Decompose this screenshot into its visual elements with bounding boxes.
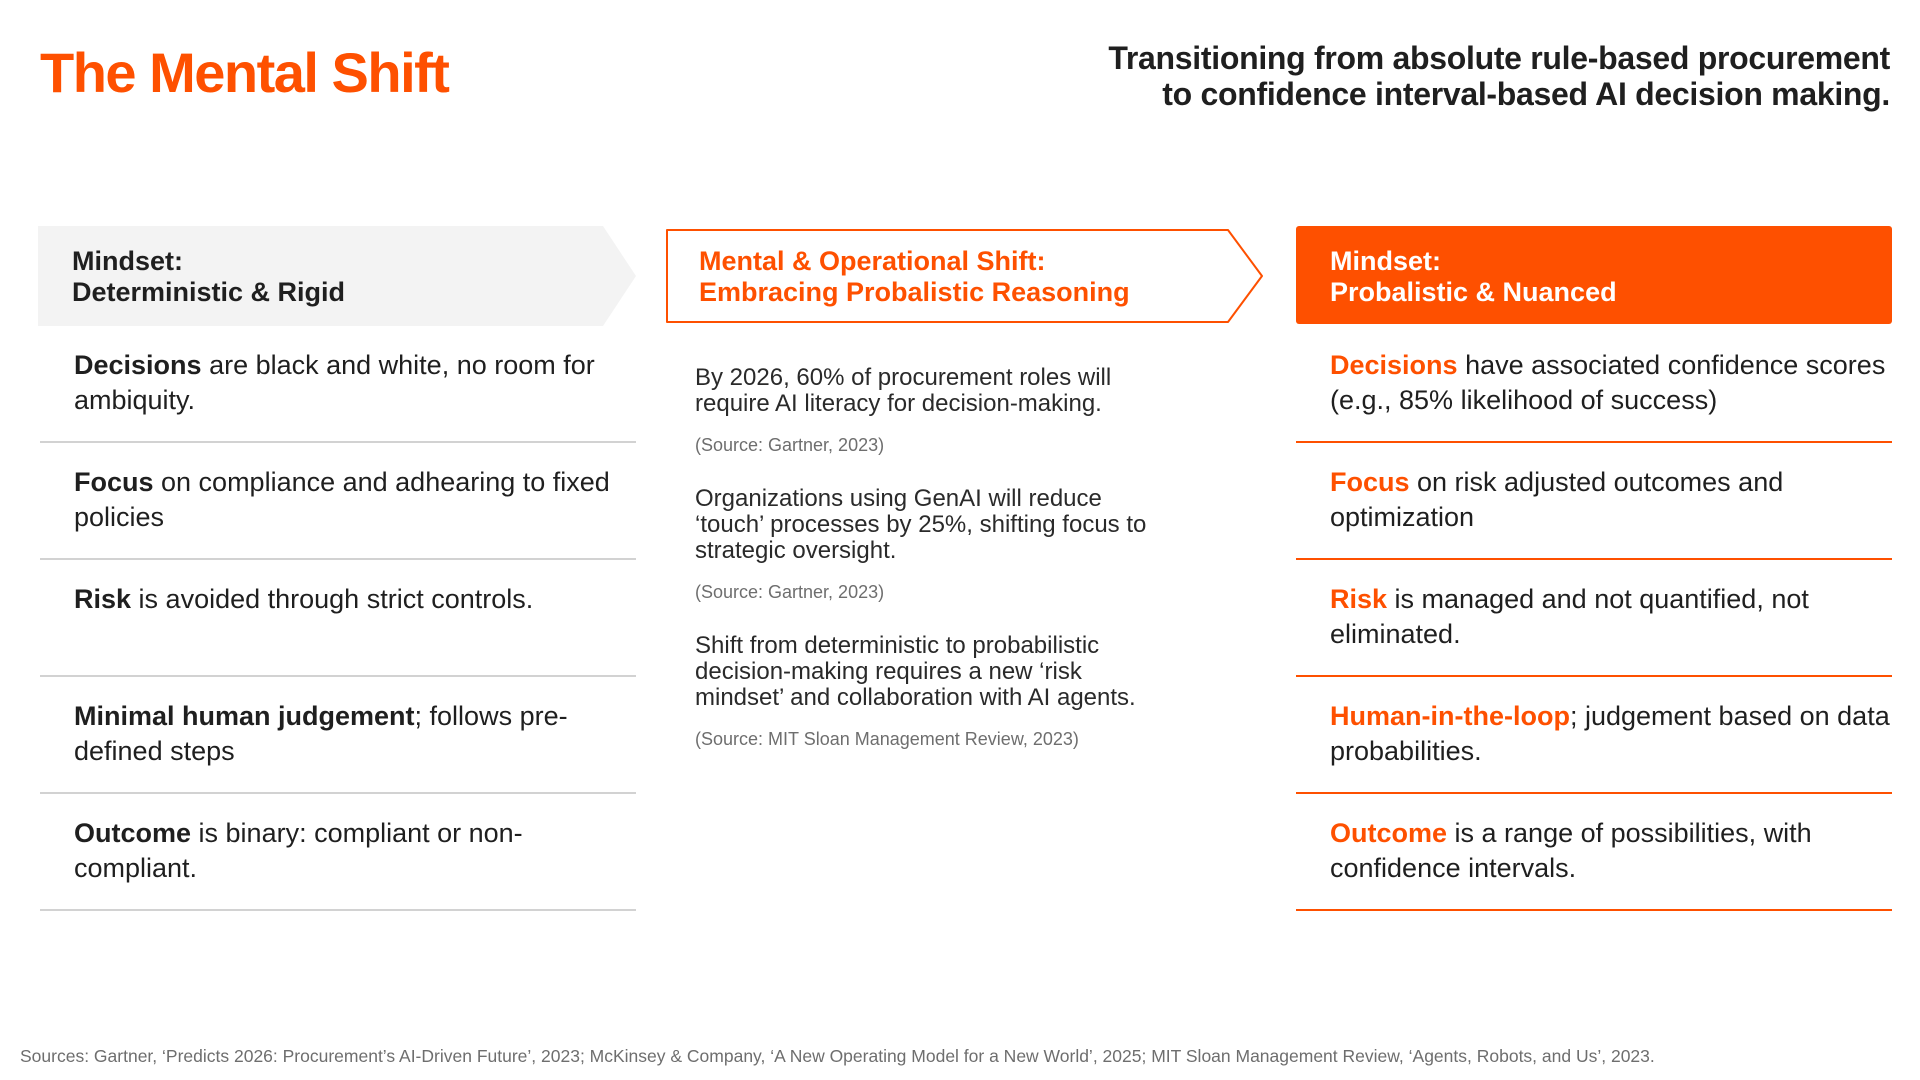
- right-header-label: Mindset:: [1330, 246, 1441, 276]
- left-list: Decisions are black and white, no room f…: [40, 326, 636, 911]
- stat-source: (Source: Gartner, 2023): [695, 435, 885, 455]
- left-row-text: is binary: compliant or non-compliant.: [74, 818, 523, 883]
- left-row-keyword: Minimal human judgement: [74, 701, 415, 731]
- sources-footnote: Sources: Gartner, ‘Predicts 2026: Procur…: [20, 1046, 1655, 1066]
- stat-text: By 2026, 60% of procurement roles will r…: [695, 364, 1112, 417]
- left-row-text: are black and white, no room for ambiqui…: [74, 350, 595, 415]
- left-header-chevron-shape: [38, 226, 636, 326]
- middle-header-title: Embracing Probalistic Reasoning: [699, 277, 1130, 307]
- right-row-keyword: Decisions: [1330, 350, 1458, 380]
- stat-text: Shift from deterministic to probabilisti…: [695, 632, 1136, 711]
- left-row-keyword: Decisions: [74, 350, 202, 380]
- subtitle-line-2: to confidence interval-based AI decision…: [1162, 76, 1890, 112]
- right-row-risk: Risk is managed and not quantified, not …: [1296, 560, 1892, 677]
- right-row-decisions: Decisions have associated confidence sco…: [1296, 326, 1892, 443]
- stat-source: (Source: MIT Sloan Management Review, 20…: [695, 729, 1079, 749]
- left-column-header: Mindset: Deterministic & Rigid: [38, 226, 638, 326]
- right-row-text: ; judgement based on data probabilities.: [1330, 701, 1890, 766]
- stat-block: By 2026, 60% of procurement roles will r…: [695, 365, 1175, 456]
- subtitle: Transitioning from absolute rule-based p…: [990, 40, 1890, 112]
- left-row-risk: Risk is avoided through strict controls.: [40, 560, 636, 677]
- right-row-keyword: Human-in-the-loop: [1330, 701, 1570, 731]
- left-row-outcome: Outcome is binary: compliant or non-comp…: [40, 794, 636, 911]
- left-row-text: ; follows pre-defined steps: [74, 701, 568, 766]
- right-row-human-in-the-loop: Human-in-the-loop; judgement based on da…: [1296, 677, 1892, 794]
- right-row-keyword: Risk: [1330, 584, 1388, 614]
- middle-header-chevron-shape: [666, 229, 1263, 323]
- right-header-title: Probalistic & Nuanced: [1330, 277, 1617, 307]
- right-row-outcome: Outcome is a range of possibilities, wit…: [1296, 794, 1892, 911]
- right-row-text: on risk adjusted outcomes and optimizati…: [1330, 467, 1784, 532]
- right-row-text: is a range of possibilities, with confid…: [1330, 818, 1812, 883]
- right-row-keyword: Focus: [1330, 467, 1410, 497]
- right-row-focus: Focus on risk adjusted outcomes and opti…: [1296, 443, 1892, 560]
- stat-block: Shift from deterministic to probabilisti…: [695, 633, 1175, 750]
- left-header-title: Deterministic & Rigid: [72, 277, 346, 307]
- middle-stats: By 2026, 60% of procurement roles will r…: [695, 365, 1175, 780]
- left-header-label: Mindset:: [72, 246, 183, 276]
- subtitle-line-1: Transitioning from absolute rule-based p…: [1108, 40, 1890, 76]
- middle-header-label: Mental & Operational Shift:: [699, 246, 1046, 276]
- left-row-human-judgement: Minimal human judgement; follows pre-def…: [40, 677, 636, 794]
- right-row-text: is managed and not quantified, not elimi…: [1330, 584, 1809, 649]
- right-column-header: Mindset: Probalistic & Nuanced: [1296, 226, 1892, 324]
- left-row-decisions: Decisions are black and white, no room f…: [40, 326, 636, 443]
- stat-source: (Source: Gartner, 2023): [695, 582, 885, 602]
- left-row-keyword: Outcome: [74, 818, 192, 848]
- right-row-text: have associated confidence scores (e.g.,…: [1330, 350, 1886, 415]
- stat-text: Organizations using GenAI will reduce ‘t…: [695, 485, 1147, 564]
- left-row-keyword: Focus: [74, 467, 154, 497]
- left-row-text: on compliance and adhearing to fixed pol…: [74, 467, 610, 532]
- middle-column-header: Mental & Operational Shift: Embracing Pr…: [665, 226, 1265, 326]
- left-row-text: is avoided through strict controls.: [131, 584, 534, 614]
- right-row-keyword: Outcome: [1330, 818, 1448, 848]
- stat-block: Organizations using GenAI will reduce ‘t…: [695, 486, 1175, 603]
- left-row-keyword: Risk: [74, 584, 132, 614]
- page-title: The Mental Shift: [40, 41, 450, 104]
- right-list: Decisions have associated confidence sco…: [1296, 326, 1892, 911]
- left-row-focus: Focus on compliance and adhearing to fix…: [40, 443, 636, 560]
